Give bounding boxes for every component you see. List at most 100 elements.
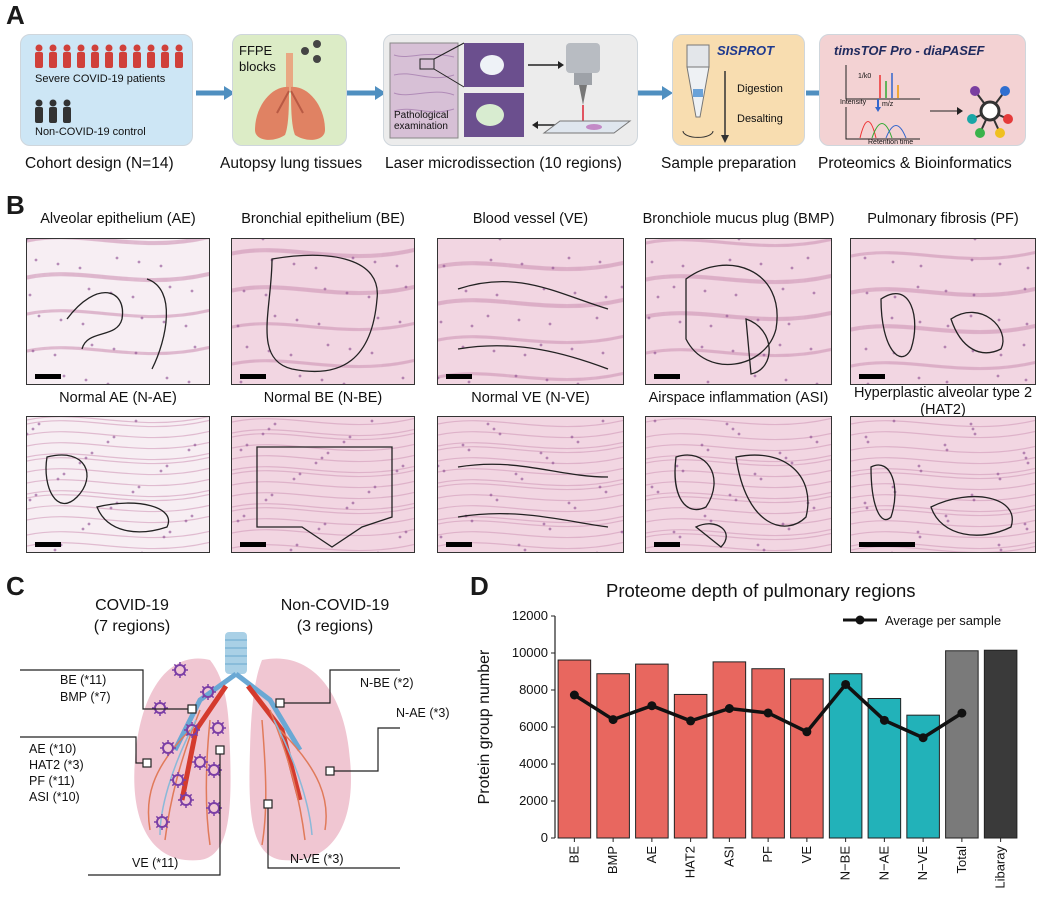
virus-icon [152, 700, 168, 716]
ffpe-label: FFPE [239, 43, 273, 58]
average-point [686, 716, 696, 726]
label-n-be: N-BE (*2) [360, 676, 414, 690]
virus-icon [160, 740, 176, 756]
scale-bar [446, 542, 472, 547]
label-bmp: BMP (*7) [60, 690, 111, 704]
flow-arrow-icon [347, 86, 386, 100]
histology-image [645, 416, 832, 553]
histology-image [850, 416, 1036, 553]
scale-bar [240, 374, 266, 379]
lmd-caption: Laser microdissection (10 regions) [385, 155, 622, 172]
panel-label-c: C [6, 571, 25, 601]
laser-microdissection-box: Pathological examination [383, 34, 638, 146]
cohort-design-box: Severe COVID-19 patients Non-COVID-19 co… [20, 34, 193, 146]
histology-title: Blood vessel (VE) [472, 211, 589, 227]
tip-icon [682, 44, 729, 143]
flow-arrow-icon [638, 86, 673, 100]
virus-icon [206, 800, 222, 816]
histology-title: Hyperplastic alveolar type 2 [853, 385, 1033, 401]
x-tick-label: N−VE [915, 846, 930, 881]
bar-BE [557, 659, 592, 839]
panel-label-d: D [470, 571, 489, 601]
histology-image [437, 238, 624, 385]
histology-title: Bronchiole mucus plug (BMP) [642, 211, 835, 227]
covid-heading: COVID-19 (7 regions) [72, 595, 192, 637]
average-point [763, 708, 773, 718]
histology-image [26, 416, 210, 553]
virus-icon [170, 772, 186, 788]
x-tick-label: AE [644, 846, 659, 864]
sample-prep-box: SISPROT Digestion Desalting [672, 34, 805, 146]
histology-title: Normal AE (N-AE) [59, 390, 177, 406]
x-tick-label: PF [760, 846, 775, 863]
y-tick-label: 6000 [519, 719, 548, 734]
x-tick-label: HAT2 [683, 846, 698, 878]
bar-VE [790, 678, 824, 839]
sisprot-label: SISPROT [717, 43, 775, 58]
scale-bar [654, 542, 680, 547]
y-tick-label: 0 [541, 830, 548, 845]
y-tick-label: 12000 [512, 608, 548, 623]
histology-title-continued: (HAT2) [920, 402, 966, 418]
histology-title: Bronchial epithelium (BE) [241, 211, 405, 227]
average-point [647, 701, 657, 711]
non-covid-heading: Non-COVID-19 (3 regions) [262, 595, 408, 637]
histology-image [850, 238, 1036, 385]
bar-Total [945, 650, 979, 839]
x-tick-label: Total [954, 846, 969, 874]
virus-icon [178, 792, 194, 808]
non-covid-heading-title: Non-COVID-19 [280, 597, 390, 614]
autopsy-caption: Autopsy lung tissues [220, 155, 363, 172]
patient-icons [35, 44, 183, 123]
microscope-illustration [389, 42, 632, 139]
histology-title: Pulmonary fibrosis (PF) [867, 211, 1019, 227]
scale-bar [240, 542, 266, 547]
covid-heading-title: COVID-19 [95, 597, 169, 614]
bar-Libaray [983, 649, 1018, 839]
sample-prep-caption: Sample preparation [661, 155, 797, 172]
histology-image [645, 238, 832, 385]
proteome-depth-chart: Protein group number 0 2000 4000 6000 8000 100… [476, 608, 1018, 889]
average-point [724, 704, 734, 713]
scale-bar [35, 374, 61, 379]
label-hat2: HAT2 (*3) [29, 758, 84, 772]
cohort-caption: Cohort design (N=14) [25, 155, 174, 172]
proteomics-box: timsTOF Pro - diaPASEF Intensity 1/k0 m/… [819, 34, 1026, 146]
virus-icon [210, 720, 226, 736]
spectra-illustration [845, 65, 1013, 140]
label-be: BE (*11) [60, 673, 107, 687]
average-point [802, 727, 812, 737]
scale-bar [859, 542, 915, 547]
histology-image [231, 238, 415, 385]
digestion-label: Digestion [737, 83, 783, 95]
proteomics-caption: Proteomics & Bioinformatics [818, 155, 1012, 172]
legend-label: Average per sample [885, 613, 1001, 628]
examination-label: examination [394, 121, 448, 132]
label-pf: PF (*11) [29, 774, 75, 788]
scale-bar [859, 374, 885, 379]
bar-AE [635, 663, 669, 839]
histology-image [231, 416, 415, 553]
x-tick-label: N−BE [838, 846, 853, 881]
mz-label: m/z [882, 101, 894, 108]
x-tick-label: BMP [605, 846, 620, 874]
covid-heading-sub: (7 regions) [93, 618, 171, 635]
histology-title: Normal VE (N-VE) [471, 390, 590, 406]
y-axis-label: Protein group number [476, 649, 493, 804]
label-n-ae: N-AE (*3) [396, 706, 450, 720]
histology-title: Alveolar epithelium (AE) [40, 211, 196, 227]
timstof-title: timsTOF Pro - diaPASEF [834, 43, 985, 58]
panel-label-a: A [6, 0, 25, 30]
histology-image [26, 238, 210, 385]
chart-title: Proteome depth of pulmonary regions [606, 580, 916, 601]
panel-label-b: B [6, 190, 25, 220]
y-tick-label: 2000 [519, 793, 548, 808]
y-tick-label: 4000 [519, 756, 548, 771]
bar-BMP [596, 673, 630, 839]
average-point [957, 708, 967, 718]
blocks-label: blocks [239, 59, 276, 74]
k0-label: 1/k0 [858, 73, 872, 80]
label-n-ve: N-VE (*3) [290, 852, 344, 866]
y-tick-label: 8000 [519, 682, 548, 697]
histology-title: Airspace inflammation (ASI) [648, 390, 829, 406]
